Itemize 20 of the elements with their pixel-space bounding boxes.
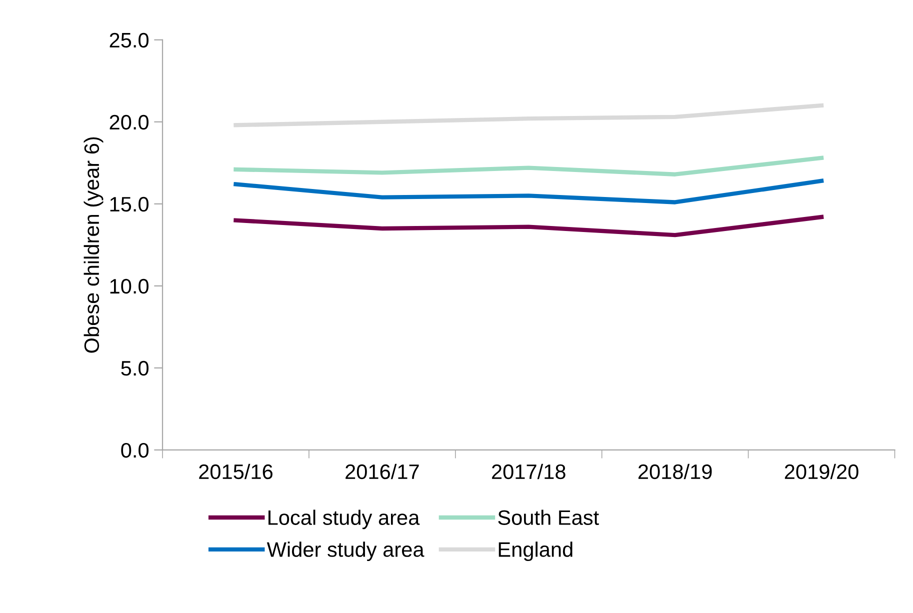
x-tick-label: 2019/20	[784, 464, 858, 480]
line-series	[234, 178, 824, 204]
y-axis-title: Obese children (year 6)	[84, 137, 104, 353]
line-series	[234, 214, 824, 238]
legend-label: Local study area	[268, 510, 420, 530]
legend-label: England	[498, 542, 572, 562]
line-series	[234, 103, 824, 128]
x-tick-label: 2018/19	[638, 464, 712, 480]
legend-label: South East	[498, 510, 599, 526]
y-tick-label: 20.0	[110, 114, 149, 130]
line-series	[234, 156, 824, 176]
y-tick-label: 15.0	[110, 196, 149, 212]
y-tick-label: 5.0	[121, 360, 149, 376]
y-tick-label: 10.0	[110, 278, 149, 294]
y-tick-label: 0.0	[121, 442, 149, 458]
y-tick-label: 25.0	[110, 32, 149, 48]
x-tick-label: 2017/18	[492, 464, 566, 480]
legend-label: Wider study area	[266, 542, 424, 562]
x-tick-label: 2015/16	[199, 464, 272, 480]
x-tick-label: 2016/17	[346, 464, 419, 480]
